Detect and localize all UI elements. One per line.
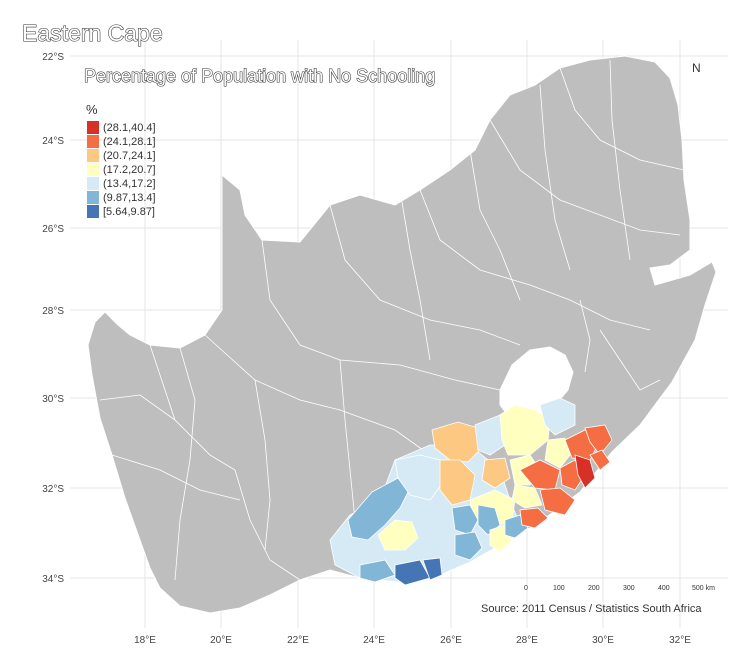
legend-swatch [87, 177, 99, 190]
legend-swatch [87, 163, 99, 176]
y-tick-label: 24°S [42, 136, 64, 147]
eastern-cape-districts [329, 397, 613, 586]
scale-label-200: 200 [588, 585, 600, 592]
x-tick-label: 30°E [592, 635, 614, 646]
x-tick-label: 32°E [669, 635, 691, 646]
north-label: N [692, 61, 701, 75]
district-region [347, 477, 411, 541]
district-region [394, 559, 431, 586]
map-subtitle: Percentage of Population with No Schooli… [84, 66, 435, 86]
scale-label-300: 300 [623, 585, 635, 592]
legend-label: (20.7,24.1] [103, 150, 156, 162]
y-tick-label: 32°S [42, 484, 64, 495]
scale-label-500: 500 km [692, 585, 715, 592]
district-region [359, 559, 396, 583]
x-tick-label: 22°E [287, 635, 309, 646]
y-tick-label: 34°S [42, 574, 64, 585]
legend-swatch [87, 135, 99, 148]
x-tick-label: 18°E [134, 635, 156, 646]
district-region [481, 457, 511, 489]
legend: % (28.1,40.4] (24.1,28.1] (20.7,24.1] (17.2… [86, 102, 156, 218]
district-region [511, 484, 543, 509]
legend-label: (13.4,17.2] [103, 178, 156, 190]
x-tick-label: 20°E [210, 635, 232, 646]
legend-swatch [87, 205, 99, 218]
y-tick-label: 30°S [42, 394, 64, 405]
legend-swatch [87, 149, 99, 162]
district-region [377, 519, 419, 551]
map-title: Eastern Cape [22, 20, 163, 46]
scale-bar: 0 100 200 300 400 500 km [524, 585, 715, 592]
district-region [539, 487, 576, 516]
legend-label: (24.1,28.1] [103, 136, 156, 148]
source-caption: Source: 2011 Census / Statistics South A… [481, 603, 702, 615]
x-axis-tick-labels: 18°E 20°E 22°E 24°E 26°E 28°E 30°E 32°E [134, 635, 691, 646]
legend-swatch [87, 191, 99, 204]
district-region [454, 531, 483, 561]
district-region [451, 504, 479, 536]
legend-label: (28.1,40.4] [103, 122, 156, 134]
legend-label: (17.2,20.7] [103, 164, 156, 176]
y-tick-label: 26°S [42, 224, 64, 235]
legend-swatch [87, 121, 99, 134]
x-tick-label: 26°E [440, 635, 462, 646]
scale-label-0: 0 [524, 585, 528, 592]
y-tick-label: 28°S [42, 306, 64, 317]
district-region [394, 454, 446, 501]
y-tick-label: 22°S [42, 52, 64, 63]
scale-label-100: 100 [553, 585, 565, 592]
x-tick-label: 24°E [363, 635, 385, 646]
district-region [519, 459, 561, 491]
x-tick-label: 28°E [516, 635, 538, 646]
district-region [584, 424, 613, 456]
scale-label-400: 400 [658, 585, 670, 592]
district-region [422, 557, 443, 581]
legend-label: (9.87,13.4] [103, 192, 156, 204]
district-region [589, 449, 611, 471]
district-region [539, 397, 576, 436]
y-axis-tick-labels: 22°S 24°S 26°S 28°S 30°S 32°S 34°S [42, 52, 64, 585]
district-region [574, 454, 596, 489]
district-region [519, 507, 549, 529]
legend-label: [5.64,9.87] [103, 206, 155, 218]
legend-title: % [86, 102, 98, 117]
district-region [474, 414, 506, 456]
district-region [544, 437, 571, 469]
district-region [431, 421, 481, 463]
